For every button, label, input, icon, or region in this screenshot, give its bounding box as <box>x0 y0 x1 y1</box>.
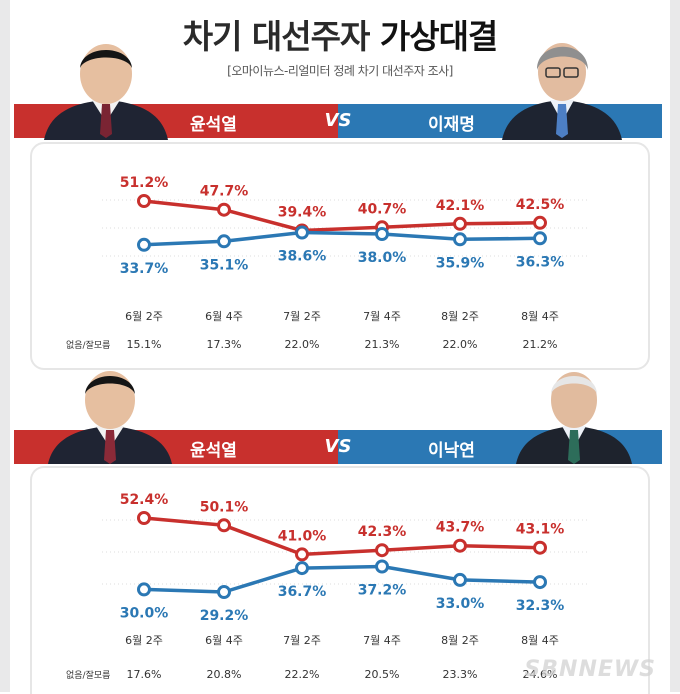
blue-data-label: 33.7% <box>120 261 169 277</box>
red-series-line <box>143 199 541 233</box>
red-data-label: 51.2% <box>120 175 169 191</box>
blue-data-point <box>453 232 467 247</box>
left-candidate-name: 윤석열 <box>190 115 237 135</box>
subtitle: [오마이뉴스-리얼미터 정례 차기 대선주자 조사] <box>227 64 453 78</box>
blue-series-line <box>143 230 541 247</box>
candidate-photo-left-1 <box>44 44 168 140</box>
vs-label: VS <box>324 436 352 457</box>
red-data-point <box>137 511 151 525</box>
blue-data-label: 38.0% <box>358 250 407 266</box>
candidate-photo-left-2 <box>48 371 172 464</box>
blue-data-label: 33.0% <box>436 596 485 612</box>
blue-data-label: 35.9% <box>436 255 485 271</box>
red-data-point <box>137 194 151 208</box>
blue-data-point <box>533 231 547 246</box>
red-data-label: 43.7% <box>436 520 485 536</box>
blue-data-point <box>295 225 309 240</box>
red-data-point <box>453 216 467 231</box>
chart-panel-1: 51.2% 47.7% 39.4% 40.7% 42.1% 42.5% 33.7% 35.1%… <box>30 142 650 370</box>
blue-data-point <box>375 559 389 574</box>
left-border <box>0 0 10 692</box>
blue-data-point <box>137 582 151 597</box>
x-tick-label: 8월 4주 <box>521 310 559 323</box>
red-data-label: 52.4% <box>120 492 169 508</box>
blue-data-point <box>453 572 467 587</box>
line-chart-1: 51.2% 47.7% 39.4% 40.7% 42.1% 42.5% 33.7% 35.1%… <box>66 175 588 351</box>
watermark: SBNNEWS <box>524 657 656 682</box>
undecided-value: 24.6% <box>523 668 558 681</box>
vs-label: VS <box>324 110 352 131</box>
blue-data-point <box>217 585 231 599</box>
undecided-value: 22.2% <box>285 668 320 681</box>
red-data-label: 40.7% <box>358 201 407 217</box>
red-data-label: 50.1% <box>200 499 249 515</box>
blue-data-label: 36.7% <box>278 584 327 600</box>
red-data-label: 39.4% <box>278 205 327 221</box>
x-tick-label: 6월 2주 <box>125 634 163 647</box>
undecided-value: 22.0% <box>443 338 478 351</box>
right-candidate-name: 이낙연 <box>428 441 475 461</box>
blue-data-label: 37.2% <box>358 583 407 599</box>
red-data-label: 43.1% <box>516 522 565 538</box>
x-tick-label: 6월 4주 <box>205 634 243 647</box>
blue-data-label: 32.3% <box>516 598 565 614</box>
blue-data-label: 38.6% <box>278 249 327 265</box>
red-data-point <box>217 518 231 533</box>
undecided-value: 20.8% <box>207 668 242 681</box>
undecided-value: 20.5% <box>365 668 400 681</box>
red-data-point <box>533 215 547 230</box>
x-tick-label: 7월 4주 <box>363 634 401 647</box>
x-tick-label: 8월 2주 <box>441 634 479 647</box>
chart-panel-2: 52.4% 50.1% 41.0% 42.3% 43.7% 43.1% 30.0% 29.2%… <box>30 466 650 694</box>
undecided-row-label: 없음/잘모름 <box>66 669 110 681</box>
blue-data-point <box>375 227 389 241</box>
red-data-label: 42.1% <box>436 198 485 214</box>
blue-series-line <box>143 564 541 594</box>
undecided-value: 23.3% <box>443 668 478 681</box>
blue-data-point <box>533 575 547 590</box>
blue-data-label: 36.3% <box>516 254 565 270</box>
blue-data-point <box>137 237 151 252</box>
red-data-point <box>453 538 467 553</box>
undecided-row-label: 없음/잘모름 <box>66 339 110 351</box>
candidate-photo-right-2 <box>516 372 632 464</box>
undecided-value: 17.6% <box>127 668 162 681</box>
x-tick-label: 8월 2주 <box>441 310 479 323</box>
red-data-label: 41.0% <box>278 528 327 544</box>
blue-data-point <box>295 561 309 576</box>
red-data-label: 42.3% <box>358 524 407 540</box>
blue-data-point <box>217 234 231 249</box>
blue-data-label: 35.1% <box>200 257 249 273</box>
right-border <box>670 0 680 692</box>
x-tick-label: 8월 4주 <box>521 634 559 647</box>
red-data-point <box>533 540 547 555</box>
red-data-point <box>217 202 231 217</box>
title-emphasis: 가상대결 <box>379 17 498 56</box>
x-tick-label: 6월 4주 <box>205 310 243 323</box>
page-title: 차기 대선주자 가상대결 <box>0 10 680 58</box>
left-candidate-name: 윤석열 <box>190 441 237 461</box>
x-tick-label: 6월 2주 <box>125 310 163 323</box>
blue-data-label: 30.0% <box>120 605 169 621</box>
undecided-value: 17.3% <box>207 338 242 351</box>
right-candidate-name: 이재명 <box>428 115 475 135</box>
red-data-label: 47.7% <box>200 184 249 200</box>
red-data-point <box>295 547 309 562</box>
x-tick-label: 7월 4주 <box>363 310 401 323</box>
undecided-value: 15.1% <box>127 338 162 351</box>
blue-data-label: 29.2% <box>200 608 249 624</box>
candidate-photo-right-1 <box>502 43 622 140</box>
red-data-label: 42.5% <box>516 197 565 213</box>
x-tick-label: 7월 2주 <box>283 634 321 647</box>
undecided-value: 21.3% <box>365 338 400 351</box>
x-tick-label: 7월 2주 <box>283 310 321 323</box>
red-data-point <box>375 543 389 558</box>
undecided-value: 22.0% <box>285 338 320 351</box>
red-series-line <box>143 516 541 557</box>
undecided-value: 21.2% <box>523 338 558 351</box>
line-chart-2: 52.4% 50.1% 41.0% 42.3% 43.7% 43.1% 30.0% 29.2%… <box>66 492 588 681</box>
title-main: 차기 대선주자 <box>182 17 380 56</box>
